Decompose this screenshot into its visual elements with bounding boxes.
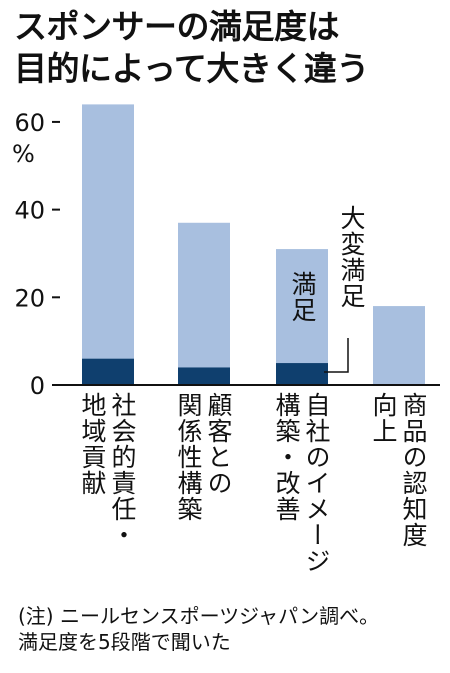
bar-satisfied: [373, 306, 425, 385]
bar-very-satisfied: [82, 358, 134, 385]
x-category-label: 社会的責任・: [108, 392, 137, 548]
y-tick-label: 60: [14, 109, 45, 137]
x-category-label: 商品の認知度: [399, 392, 428, 548]
footnote: (注) ニールセンスポーツジャパン調べ。 満足度を5段階で聞いた: [18, 603, 379, 655]
title-line-2: 目的によって大きく違う: [14, 49, 369, 88]
chart-title: スポンサーの満足度は 目的によって大きく違う: [14, 6, 369, 90]
bar-very-satisfied: [178, 367, 230, 385]
x-category-label: 自社のイメージ: [302, 392, 331, 574]
bar-satisfied: [276, 249, 328, 385]
annotation-satisfied: 満足: [288, 271, 317, 324]
y-tick-label: 20: [14, 284, 45, 312]
y-tick-label: 40: [14, 197, 45, 225]
y-unit-label: %: [12, 140, 35, 168]
footnote-line-1: (注) ニールセンスポーツジャパン調べ。: [18, 604, 380, 628]
x-category-label: 顧客との: [204, 392, 233, 496]
bar-satisfied: [82, 104, 134, 385]
footnote-line-2: 満足度を5段階で聞いた: [18, 630, 231, 654]
annotation-leader-elbow: [324, 338, 349, 373]
x-category-label: 向上: [369, 392, 398, 444]
bar-very-satisfied: [276, 363, 328, 385]
x-category-label: 関係性構築: [174, 392, 203, 522]
title-line-1: スポンサーの満足度は: [14, 7, 339, 46]
x-category-label: 構築・改善: [272, 392, 301, 522]
annotation-very-satisfied: 大変満足: [337, 205, 366, 309]
y-tick-label: 0: [30, 372, 45, 400]
x-category-label: 地域貢献: [78, 392, 107, 496]
bar-satisfied: [178, 222, 230, 385]
